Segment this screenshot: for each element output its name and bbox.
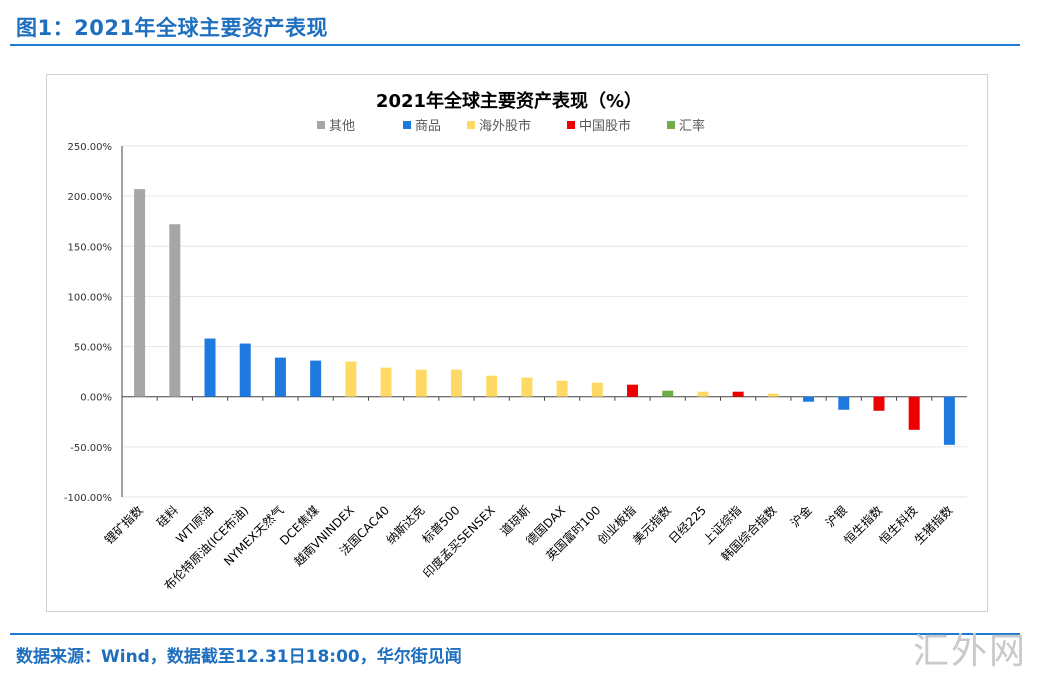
bar (415, 369, 427, 397)
bar (732, 391, 744, 397)
x-tick-label: 纳斯达克 (384, 503, 428, 547)
bar (627, 384, 639, 397)
y-tick-label: -50.00% (70, 443, 112, 454)
y-tick-label: -100.00% (64, 493, 112, 504)
x-tick-label: 越南VNINDEX (291, 503, 357, 569)
bar (803, 396, 815, 402)
bar (767, 393, 779, 397)
legend-label: 中国股市 (579, 118, 631, 134)
bar (169, 224, 181, 397)
bar (943, 396, 955, 445)
bar (450, 369, 462, 397)
bar (873, 396, 885, 411)
watermark: 汇外网 (912, 631, 1027, 672)
x-tick-label: 沪金 (787, 503, 815, 531)
legend-swatch (317, 121, 325, 129)
bar (239, 343, 251, 397)
bar (380, 367, 392, 397)
bar (662, 390, 674, 397)
legend-swatch (403, 121, 411, 129)
source-note: 数据来源：Wind，数据截至12.31日18:00，华尔街见闻 (16, 647, 462, 667)
bar (838, 396, 850, 410)
x-tick-label: 生猪指数 (911, 503, 956, 548)
y-tick-label: 150.00% (68, 242, 113, 253)
y-tick-label: 250.00% (68, 142, 113, 153)
bar (345, 361, 357, 397)
bar (697, 391, 709, 397)
legend-label: 商品 (415, 119, 441, 134)
x-tick-label: 沪银 (823, 503, 850, 530)
y-tick-label: 200.00% (68, 192, 113, 203)
legend-label: 海外股市 (479, 118, 531, 134)
bar (134, 189, 146, 397)
chart-title: 2021年全球主要资产表现（%） (376, 90, 642, 112)
legend-label: 汇率 (679, 118, 705, 134)
legend-label: 其他 (329, 119, 355, 134)
bar (556, 380, 568, 397)
bar (486, 375, 498, 397)
x-tick-label: 锂矿指数 (101, 503, 146, 548)
bar (204, 338, 216, 397)
legend-swatch (467, 121, 475, 129)
legend-swatch (667, 121, 675, 129)
bar (521, 377, 533, 397)
top-divider (10, 44, 1020, 46)
bar (274, 357, 286, 397)
y-tick-label: 50.00% (74, 343, 112, 354)
bar-chart: 2021年全球主要资产表现（%） -100.00% -50.00% 0.00% 50.… (64, 90, 967, 593)
x-tick-label: 硅料 (154, 503, 181, 530)
bar (908, 396, 920, 430)
y-tick-label: 100.00% (68, 292, 113, 303)
x-tick-label: NYMEX天然气 (220, 503, 286, 569)
legend-swatch (567, 121, 575, 129)
bar (310, 360, 322, 397)
bar (591, 382, 603, 397)
figure-title: 图1：2021年全球主要资产表现 (16, 16, 329, 40)
y-tick-label: 0.00% (80, 393, 112, 404)
bottom-divider (10, 633, 1020, 635)
chart-frame: 2021年全球主要资产表现（%） -100.00% -50.00% 0.00% 50.… (46, 74, 988, 612)
x-tick-label: 美元指数 (629, 503, 674, 548)
